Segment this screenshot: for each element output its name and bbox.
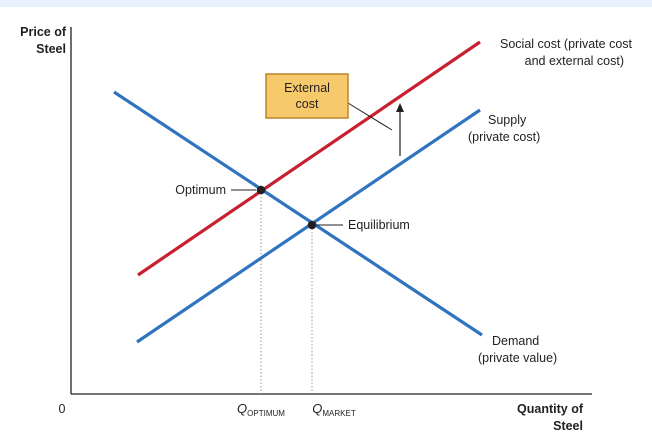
- social-cost-label-2: and external cost): [525, 54, 624, 68]
- y-axis-title-1: Price of: [20, 25, 67, 39]
- social-cost-curve: [137, 40, 481, 277]
- external-cost-label-1: External: [284, 81, 330, 95]
- social-cost-label-1: Social cost (private cost: [500, 37, 633, 51]
- optimum-point: [256, 185, 266, 195]
- external-cost-box: [265, 73, 349, 119]
- y-axis-title-2: Steel: [36, 42, 66, 56]
- equilibrium-label: Equilibrium: [348, 218, 410, 232]
- q-optimum-main: Q: [237, 401, 247, 416]
- supply-label-1: Supply: [488, 113, 527, 127]
- q-optimum-label: QOPTIMUM: [237, 401, 285, 418]
- optimum-label: Optimum: [175, 183, 226, 197]
- top-band: [0, 0, 652, 7]
- q-market-sub: MARKET: [322, 409, 355, 418]
- external-cost-leader: [347, 102, 393, 131]
- equilibrium-point: [307, 220, 317, 230]
- arrow-up-icon: [396, 103, 404, 112]
- q-optimum-sub: OPTIMUM: [247, 409, 285, 418]
- x-axis-title-2: Steel: [553, 419, 583, 433]
- demand-curve: [113, 90, 483, 337]
- q-market-label: QMARKET: [312, 401, 356, 418]
- supply-label-2: (private cost): [468, 130, 540, 144]
- q-market-main: Q: [312, 401, 322, 416]
- origin-label: 0: [59, 402, 66, 416]
- demand-label-2: (private value): [478, 351, 557, 365]
- x-axis-title-1: Quantity of: [517, 402, 584, 416]
- demand-label-1: Demand: [492, 334, 539, 348]
- external-cost-label-2: cost: [296, 97, 319, 111]
